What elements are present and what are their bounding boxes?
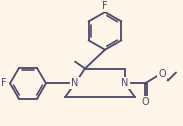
Text: N: N bbox=[121, 78, 129, 88]
Text: O: O bbox=[141, 97, 149, 107]
Text: F: F bbox=[1, 78, 7, 88]
Text: N: N bbox=[71, 78, 79, 88]
Text: F: F bbox=[102, 1, 108, 11]
Text: O: O bbox=[158, 69, 166, 80]
